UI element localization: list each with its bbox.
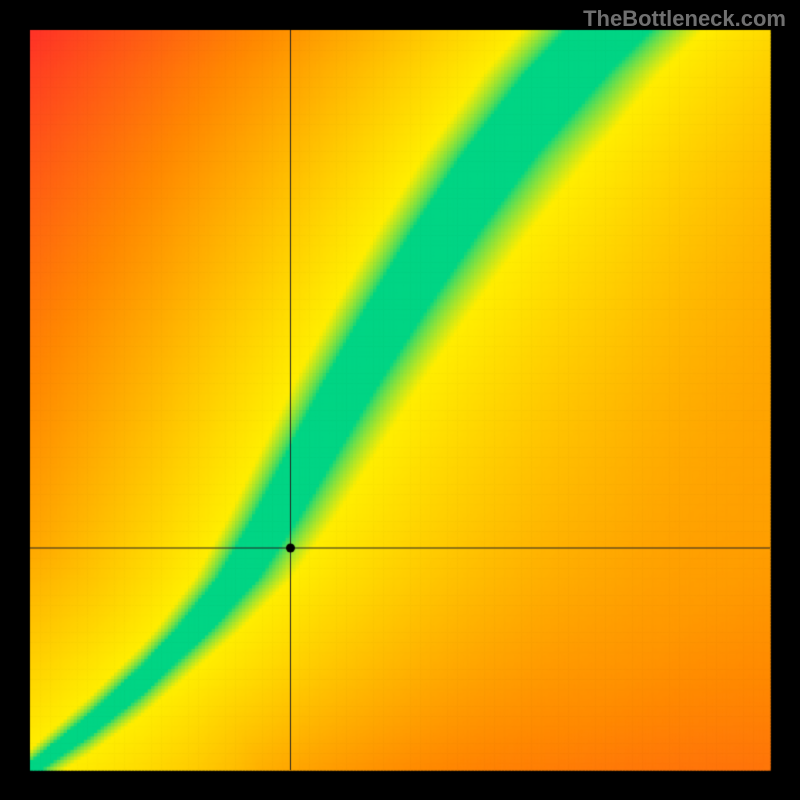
heatmap-canvas [0, 0, 800, 800]
chart-container: TheBottleneck.com [0, 0, 800, 800]
watermark-text: TheBottleneck.com [583, 6, 786, 32]
